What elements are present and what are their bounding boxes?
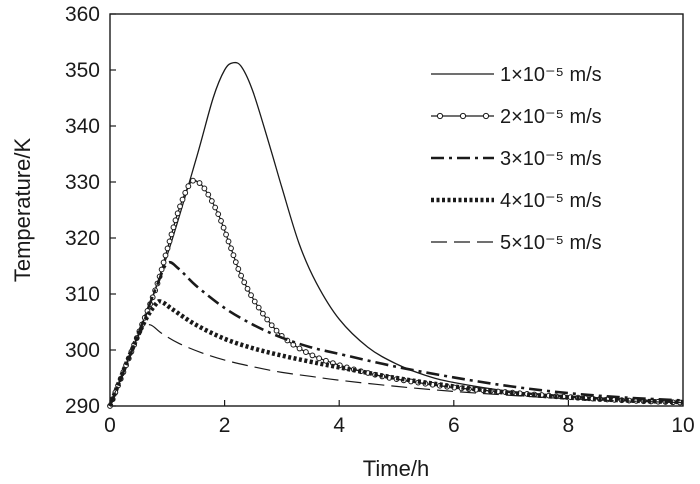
series-2e-5-marker [235, 266, 242, 272]
y-tick-label: 300 [65, 339, 100, 362]
legend-label-series-1e-5: 1×10⁻⁵ m/s [500, 64, 602, 86]
series-2e-5-marker [182, 189, 189, 196]
series-2e-5-marker [164, 245, 171, 252]
series-2e-5-marker [220, 224, 227, 231]
legend-marker [459, 112, 467, 120]
series-2e-5-marker [268, 322, 275, 329]
series-2e-5-marker [296, 345, 303, 352]
series-1e-5-line [109, 61, 684, 407]
series-2e-5-marker [241, 279, 248, 286]
legend: 1×10⁻⁵ m/s 2×10⁻⁵ m/s 3×10⁻⁵ m/s 4×10⁻⁵ m/s… [431, 64, 602, 254]
series-2e-5-marker [205, 191, 212, 198]
legend-marker [482, 112, 490, 120]
series-2e-5-marker [172, 217, 179, 224]
series-2e-5-marker [259, 310, 266, 317]
series-2e-5-marker [248, 292, 254, 299]
series-2e-5-marker [190, 177, 196, 184]
series-2e-5-marker [218, 217, 224, 224]
series-2e-5-marker [179, 196, 186, 203]
series-2e-5-marker [162, 252, 169, 259]
series-2e-5-marker [168, 231, 175, 238]
series-2e-5-marker [232, 259, 239, 265]
series-3e-5-line [108, 260, 684, 407]
series-2e-5-marker [225, 238, 232, 245]
series-2e-5-marker [251, 298, 258, 305]
legend-marker [436, 112, 444, 120]
y-tick-label: 350 [65, 59, 100, 82]
legend-label-series-5e-5: 5×10⁻⁵ m/s [500, 232, 602, 254]
y-tick-label: 320 [65, 227, 100, 250]
series-2e-5-marker [228, 245, 234, 252]
series-4e-5-line [107, 299, 684, 407]
legend-label-series-4e-5: 4×10⁻⁵ m/s [500, 190, 602, 212]
y-tick-label: 340 [65, 115, 100, 138]
series-2e-5-marker [196, 180, 203, 186]
series-2e-5-marker [177, 203, 183, 210]
series-2e-5-marker [223, 231, 229, 238]
series-2e-5-marker [158, 266, 165, 273]
x-tick-label: 8 [563, 414, 575, 437]
legend-label-series-3e-5: 3×10⁻⁵ m/s [500, 148, 602, 170]
axis-ticks: 0 2 4 6 8 10 290 300 310 320 330 340 350 360 [65, 3, 695, 437]
x-tick-label: 2 [219, 414, 231, 437]
series-5e-5-line [109, 324, 684, 407]
series-2e-5-marker [273, 327, 280, 334]
series-2e-5-marker [185, 183, 192, 190]
y-tick-label: 310 [65, 283, 100, 306]
series-2e-5-marker [170, 224, 177, 231]
y-tick-label: 330 [65, 171, 100, 194]
series-2e-5-marker [201, 185, 208, 192]
series-2e-5-marker [212, 204, 219, 211]
series-2e-5-marker [309, 352, 316, 359]
series-2e-5-marker [303, 349, 309, 355]
series-2e-5-marker [238, 272, 245, 279]
series-2e-5-marker [230, 252, 237, 259]
legend-label-series-2e-5: 2×10⁻⁵ m/s [500, 106, 602, 128]
plot-area [109, 13, 684, 407]
series-2e-5-marker [208, 198, 215, 204]
x-tick-label: 10 [671, 414, 694, 437]
series-lines [107, 61, 684, 409]
series-2e-5-marker [174, 210, 181, 217]
plot-border [109, 13, 684, 407]
series-2e-5-marker [166, 238, 173, 245]
series-2e-5-marker [244, 285, 251, 292]
series-2e-5-marker [255, 304, 262, 311]
series-2e-5-marker [215, 211, 222, 218]
series-2e-5-line [109, 179, 684, 407]
y-tick-label: 360 [65, 3, 100, 26]
y-axis-title: Temperature/K [10, 138, 35, 283]
series-2e-5-marker [160, 259, 167, 266]
x-axis-title: Time/h [363, 456, 429, 481]
series-2e-5-marker [316, 355, 323, 362]
x-tick-label: 6 [448, 414, 460, 437]
x-tick-label: 4 [333, 414, 345, 437]
y-tick-label: 290 [65, 395, 100, 418]
series-2e-5-marker [323, 357, 329, 364]
series-2e-5-marker [264, 316, 271, 323]
x-tick-label: 0 [104, 414, 116, 437]
